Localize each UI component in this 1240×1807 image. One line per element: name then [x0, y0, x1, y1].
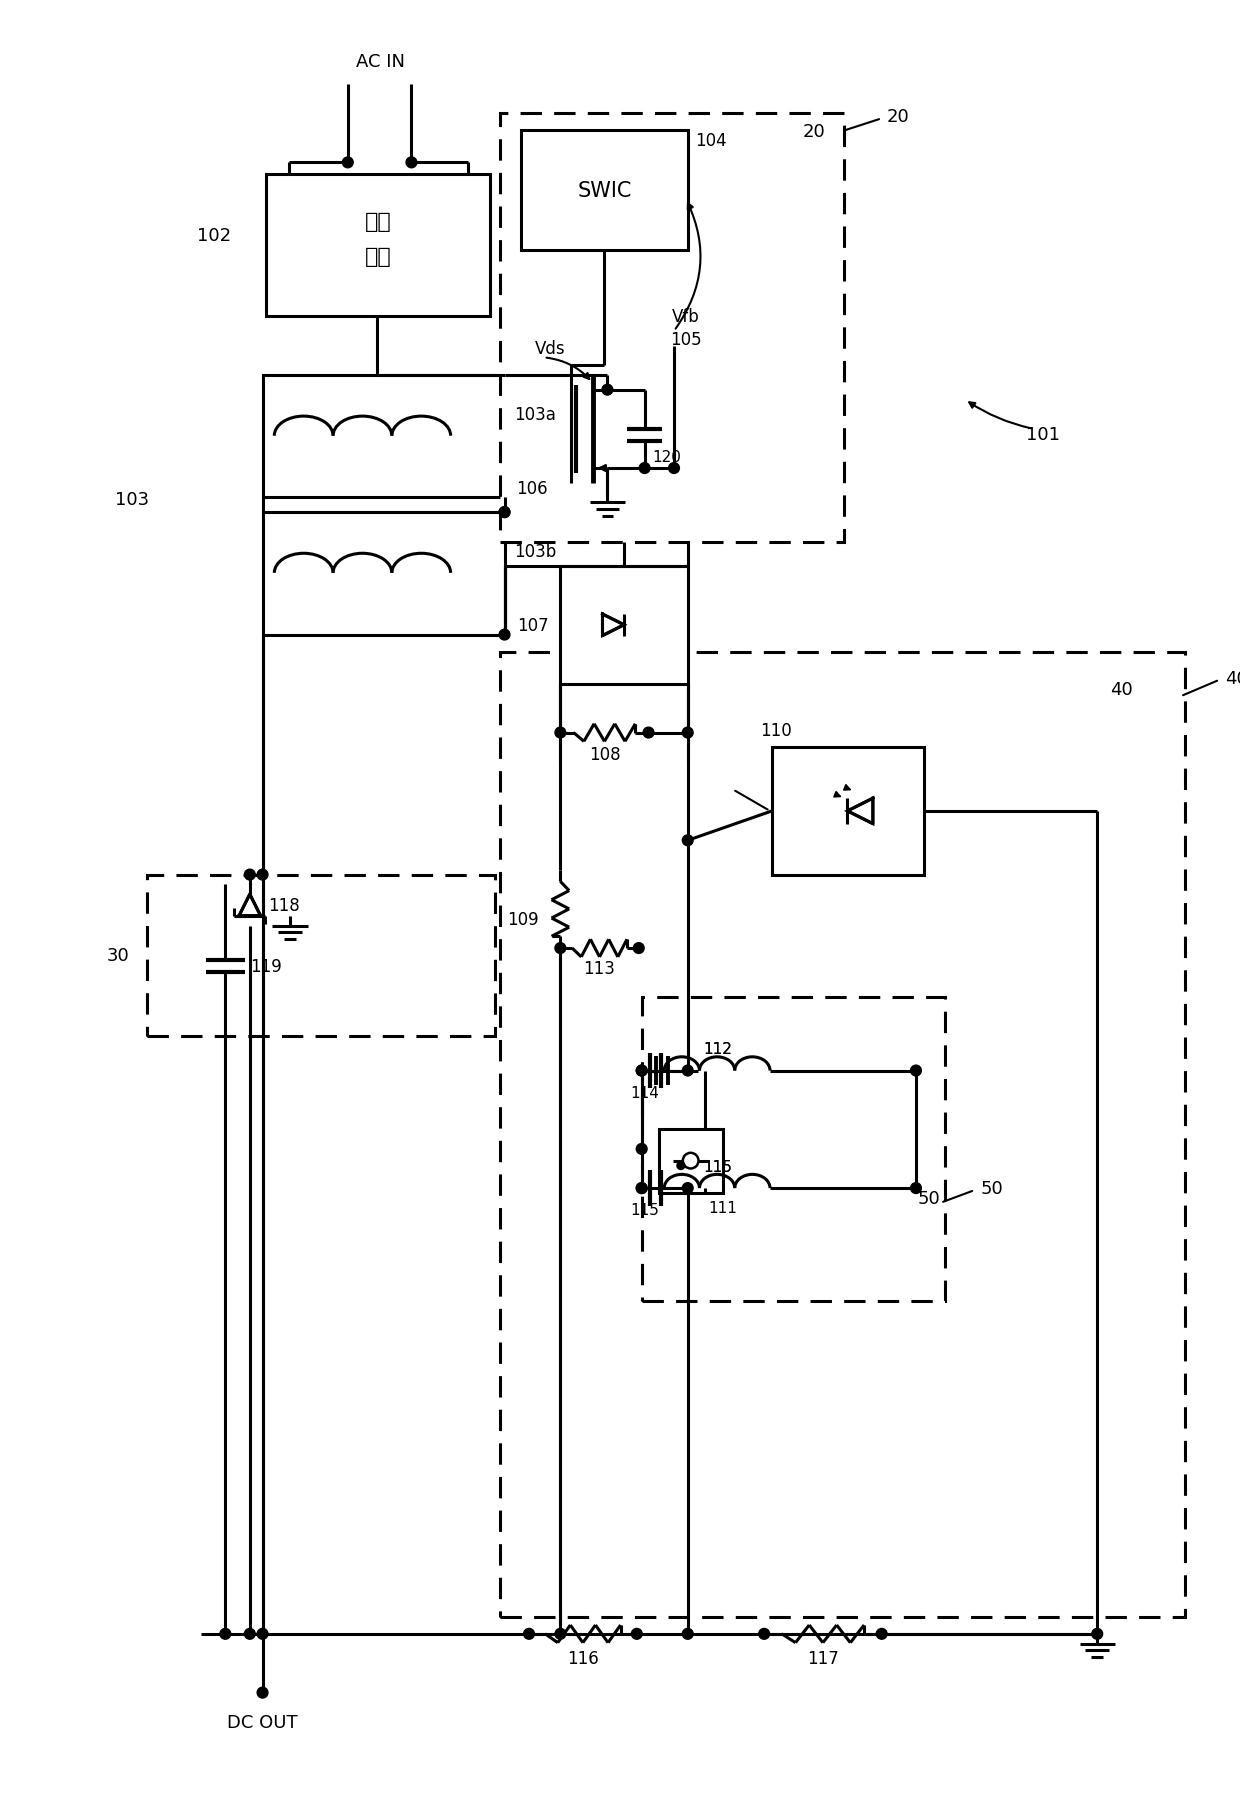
- Text: 107: 107: [517, 616, 548, 634]
- Text: 115: 115: [703, 1160, 733, 1175]
- Text: 109: 109: [507, 911, 539, 929]
- Circle shape: [257, 1628, 268, 1639]
- Text: 110: 110: [760, 721, 792, 739]
- Circle shape: [636, 1066, 647, 1077]
- Text: 20: 20: [802, 123, 825, 141]
- Circle shape: [682, 1628, 693, 1639]
- Circle shape: [877, 1628, 887, 1639]
- Circle shape: [644, 728, 653, 739]
- Bar: [267, 175, 490, 316]
- Text: 113: 113: [584, 960, 615, 978]
- Text: 40: 40: [1225, 669, 1240, 687]
- Bar: [500, 652, 1185, 1617]
- Circle shape: [500, 508, 510, 519]
- Text: 105: 105: [670, 331, 702, 349]
- Circle shape: [636, 1066, 647, 1077]
- Circle shape: [640, 463, 650, 473]
- Text: 106: 106: [516, 479, 548, 497]
- Circle shape: [636, 1144, 647, 1155]
- Circle shape: [682, 1184, 693, 1194]
- Text: DC OUT: DC OUT: [227, 1713, 298, 1731]
- Circle shape: [682, 835, 693, 846]
- Circle shape: [601, 385, 613, 396]
- Text: 120: 120: [652, 450, 681, 464]
- Circle shape: [500, 508, 510, 519]
- Text: 50: 50: [981, 1180, 1003, 1198]
- Text: 108: 108: [589, 746, 620, 764]
- Bar: [148, 875, 495, 1037]
- Circle shape: [219, 1628, 231, 1639]
- Text: 118: 118: [268, 896, 300, 914]
- Text: 整流: 整流: [365, 211, 392, 231]
- Text: 112: 112: [703, 1043, 733, 1057]
- Circle shape: [556, 1628, 565, 1639]
- Circle shape: [910, 1066, 921, 1077]
- Text: 119: 119: [250, 958, 283, 976]
- Bar: [560, 567, 688, 685]
- Circle shape: [556, 728, 565, 739]
- Polygon shape: [239, 894, 260, 916]
- Circle shape: [244, 1628, 255, 1639]
- Text: 102: 102: [196, 226, 231, 244]
- Bar: [263, 513, 505, 636]
- Circle shape: [500, 631, 510, 641]
- Circle shape: [244, 869, 255, 880]
- Circle shape: [683, 1153, 698, 1169]
- Text: 104: 104: [696, 132, 727, 150]
- Text: Vds: Vds: [536, 340, 565, 358]
- Text: SWIC: SWIC: [578, 181, 631, 201]
- Text: 50: 50: [918, 1189, 940, 1207]
- Circle shape: [759, 1628, 770, 1639]
- Polygon shape: [603, 614, 624, 636]
- Text: 117: 117: [807, 1650, 838, 1668]
- Text: 103a: 103a: [515, 407, 557, 425]
- Text: 116: 116: [567, 1650, 599, 1668]
- Text: 111: 111: [708, 1200, 738, 1216]
- Text: 电路: 电路: [365, 248, 392, 267]
- Text: 40: 40: [1110, 681, 1133, 699]
- Text: 101: 101: [1027, 425, 1060, 443]
- Text: 115: 115: [703, 1160, 733, 1175]
- Circle shape: [634, 943, 644, 954]
- Text: 20: 20: [887, 108, 910, 126]
- Circle shape: [342, 157, 353, 168]
- Bar: [500, 114, 844, 542]
- Polygon shape: [847, 799, 873, 824]
- Circle shape: [556, 943, 565, 954]
- Text: 103: 103: [115, 492, 149, 510]
- Circle shape: [682, 728, 693, 739]
- Circle shape: [668, 463, 680, 473]
- Text: 115: 115: [630, 1202, 658, 1218]
- Text: AC IN: AC IN: [356, 54, 404, 72]
- Bar: [773, 748, 924, 875]
- Text: 30: 30: [107, 947, 129, 965]
- Circle shape: [631, 1628, 642, 1639]
- Circle shape: [682, 1066, 693, 1077]
- Bar: [660, 1129, 723, 1193]
- Bar: [641, 997, 945, 1301]
- Text: 103b: 103b: [515, 542, 557, 560]
- Bar: [521, 130, 688, 251]
- Bar: [263, 376, 505, 499]
- Circle shape: [1092, 1628, 1102, 1639]
- Circle shape: [257, 1688, 268, 1699]
- Circle shape: [636, 1184, 647, 1194]
- Text: Vfb: Vfb: [672, 307, 699, 325]
- Text: 112: 112: [703, 1043, 733, 1057]
- Text: 114: 114: [630, 1084, 658, 1100]
- Circle shape: [677, 1162, 684, 1169]
- Circle shape: [523, 1628, 534, 1639]
- Circle shape: [910, 1184, 921, 1194]
- Circle shape: [257, 869, 268, 880]
- Circle shape: [405, 157, 417, 168]
- Circle shape: [636, 1184, 647, 1194]
